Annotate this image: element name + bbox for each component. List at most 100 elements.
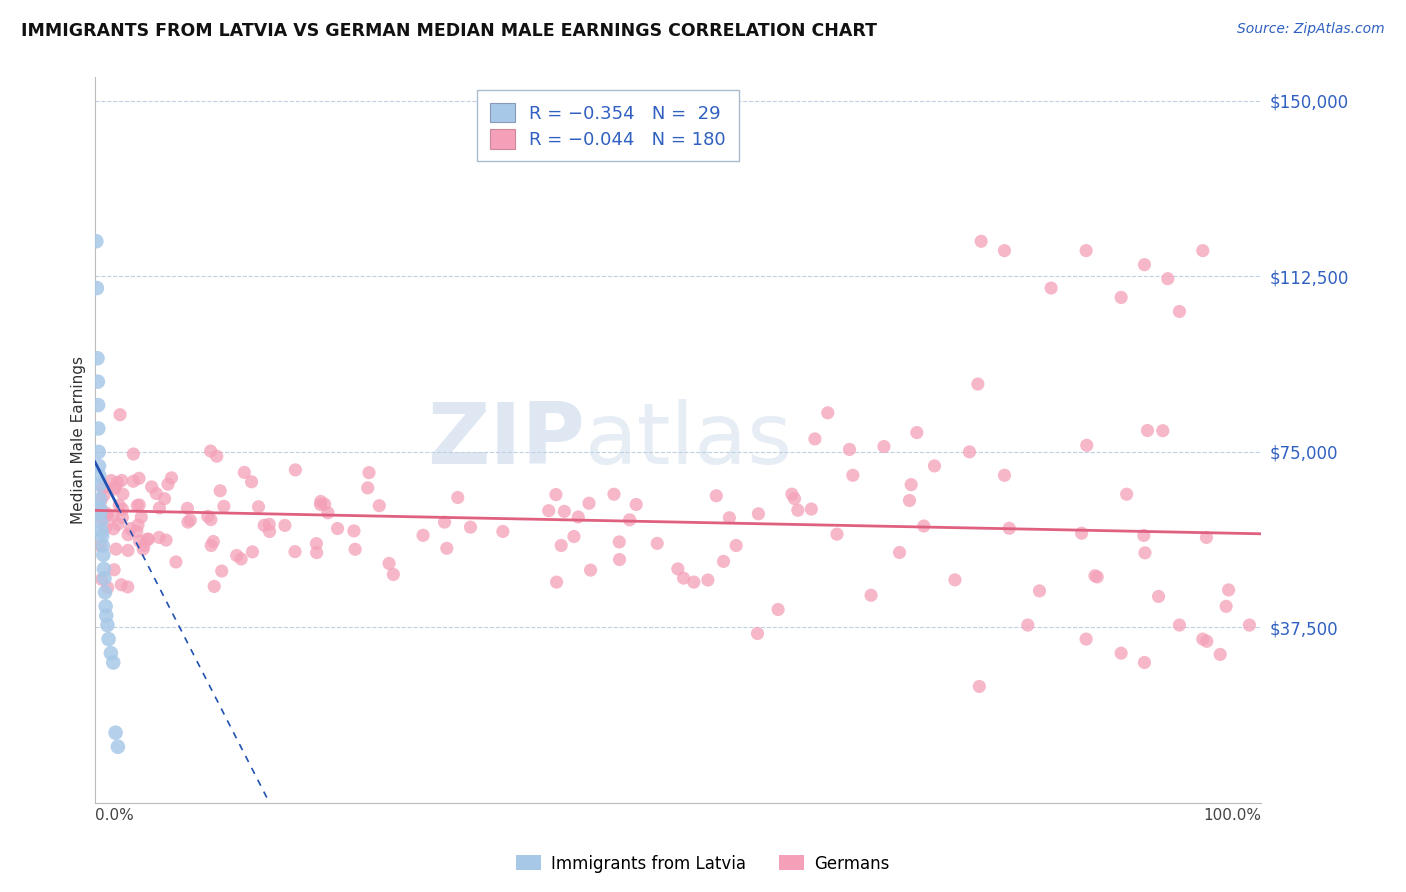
Point xyxy=(817,406,839,420)
Point xyxy=(200,513,222,527)
Point xyxy=(537,504,560,518)
Point xyxy=(447,491,470,505)
Point xyxy=(898,493,921,508)
Point xyxy=(842,468,865,483)
Point xyxy=(153,491,176,506)
Point xyxy=(122,475,145,489)
Point xyxy=(969,680,991,694)
Point xyxy=(1017,618,1039,632)
Text: Source: ZipAtlas.com: Source: ZipAtlas.com xyxy=(1237,22,1385,37)
Point xyxy=(1109,290,1132,304)
Point xyxy=(212,500,235,514)
Point xyxy=(550,539,572,553)
Point xyxy=(804,432,827,446)
Point xyxy=(148,501,170,516)
Point xyxy=(1195,530,1218,544)
Point xyxy=(1152,424,1174,438)
Point xyxy=(924,458,946,473)
Point xyxy=(122,447,145,461)
Point xyxy=(138,532,160,546)
Point xyxy=(1132,528,1154,542)
Point xyxy=(259,524,281,539)
Point xyxy=(645,536,668,550)
Point xyxy=(1085,570,1108,584)
Point xyxy=(89,477,111,491)
Point xyxy=(825,527,848,541)
Point xyxy=(200,539,222,553)
Point xyxy=(120,522,142,536)
Point xyxy=(148,531,170,545)
Point xyxy=(766,602,789,616)
Point xyxy=(89,491,111,506)
Point xyxy=(696,573,718,587)
Point xyxy=(90,515,112,529)
Point xyxy=(344,542,367,557)
Point xyxy=(553,504,575,518)
Point xyxy=(713,554,735,568)
Point xyxy=(747,507,769,521)
Point xyxy=(838,442,860,457)
Point xyxy=(905,425,928,440)
Point xyxy=(1209,648,1232,662)
Point xyxy=(579,563,602,577)
Point xyxy=(626,498,648,512)
Point xyxy=(108,408,131,422)
Point xyxy=(460,520,482,534)
Point xyxy=(165,555,187,569)
Point xyxy=(86,234,108,248)
Point xyxy=(91,548,114,562)
Point xyxy=(94,520,117,534)
Point xyxy=(1239,618,1261,632)
Point xyxy=(578,496,600,510)
Point xyxy=(780,487,803,501)
Point xyxy=(368,499,391,513)
Point xyxy=(309,498,332,512)
Point xyxy=(257,517,280,532)
Point xyxy=(100,474,122,488)
Point xyxy=(101,509,124,524)
Point xyxy=(305,546,328,560)
Point xyxy=(544,487,567,501)
Point xyxy=(104,480,127,494)
Point xyxy=(128,534,150,549)
Point xyxy=(176,501,198,516)
Point xyxy=(378,557,401,571)
Point xyxy=(127,499,149,513)
Point xyxy=(111,502,134,516)
Point xyxy=(110,578,132,592)
Point xyxy=(128,471,150,485)
Point xyxy=(309,494,332,508)
Point xyxy=(233,466,256,480)
Legend: Immigrants from Latvia, Germans: Immigrants from Latvia, Germans xyxy=(509,848,897,880)
Point xyxy=(1133,258,1156,272)
Point xyxy=(1133,656,1156,670)
Point xyxy=(966,377,988,392)
Point xyxy=(90,524,112,539)
Point xyxy=(305,536,328,550)
Point xyxy=(103,482,125,496)
Point xyxy=(1084,568,1107,582)
Point xyxy=(619,513,641,527)
Point xyxy=(436,541,458,556)
Point xyxy=(211,564,233,578)
Point xyxy=(136,533,159,547)
Point xyxy=(96,506,118,520)
Point xyxy=(959,445,981,459)
Text: IMMIGRANTS FROM LATVIA VS GERMAN MEDIAN MALE EARNINGS CORRELATION CHART: IMMIGRANTS FROM LATVIA VS GERMAN MEDIAN … xyxy=(21,22,877,40)
Point xyxy=(747,626,769,640)
Point xyxy=(492,524,515,539)
Point xyxy=(682,575,704,590)
Point xyxy=(1195,634,1218,648)
Point xyxy=(1168,618,1191,632)
Point xyxy=(89,501,111,516)
Point xyxy=(357,466,380,480)
Point xyxy=(546,575,568,590)
Point xyxy=(117,527,139,541)
Point xyxy=(177,515,200,529)
Point xyxy=(970,234,993,248)
Point xyxy=(1074,244,1097,258)
Point xyxy=(993,244,1015,258)
Point xyxy=(108,499,131,513)
Point xyxy=(284,463,307,477)
Point xyxy=(90,512,112,526)
